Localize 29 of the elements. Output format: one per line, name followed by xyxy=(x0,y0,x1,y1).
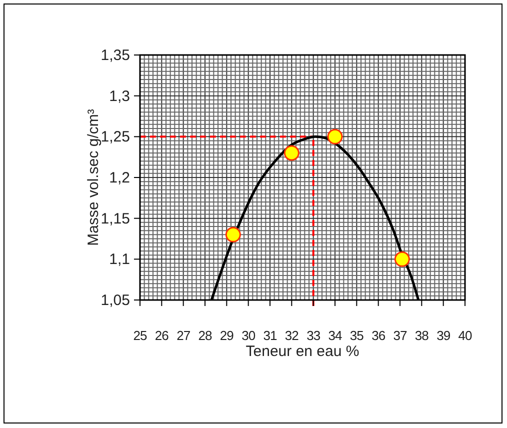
x-tick-label: 31 xyxy=(263,328,277,343)
x-tick-label: 36 xyxy=(372,328,386,343)
x-tick-label: 35 xyxy=(350,328,364,343)
point xyxy=(225,226,241,242)
y-tick-label: 1,1 xyxy=(109,251,130,268)
point xyxy=(284,145,300,161)
x-axis-title: Teneur en eau % xyxy=(246,343,360,360)
x-tick-label: 25 xyxy=(133,328,147,343)
y-tick-label: 1,3 xyxy=(109,88,130,105)
x-tick-label: 26 xyxy=(154,328,169,343)
y-tick-label: 1,15 xyxy=(100,210,130,228)
point xyxy=(394,251,410,267)
y-tick-label: 1,2 xyxy=(109,170,130,186)
x-tick-label: 29 xyxy=(220,328,234,343)
x-tick-label: 38 xyxy=(414,328,429,343)
x-tick-label: 32 xyxy=(284,328,299,343)
point xyxy=(327,128,343,144)
x-tick-label: 28 xyxy=(198,328,212,343)
x-tick-label: 30 xyxy=(242,328,256,343)
x-tick-label: 33 xyxy=(306,328,320,343)
y-axis-title: Masse vol.sec g/cm³ xyxy=(85,109,102,246)
x-tick-label: 34 xyxy=(328,328,342,343)
x-tick-label: 39 xyxy=(436,328,450,343)
x-tick-label: 27 xyxy=(176,328,190,343)
y-tick-label: 1,25 xyxy=(100,128,130,146)
x-tick-label: 37 xyxy=(393,328,407,343)
x-tick-label: 40 xyxy=(458,328,472,343)
y-tick-label: 1,35 xyxy=(100,47,130,64)
y-tick-label: 1,05 xyxy=(100,292,130,309)
